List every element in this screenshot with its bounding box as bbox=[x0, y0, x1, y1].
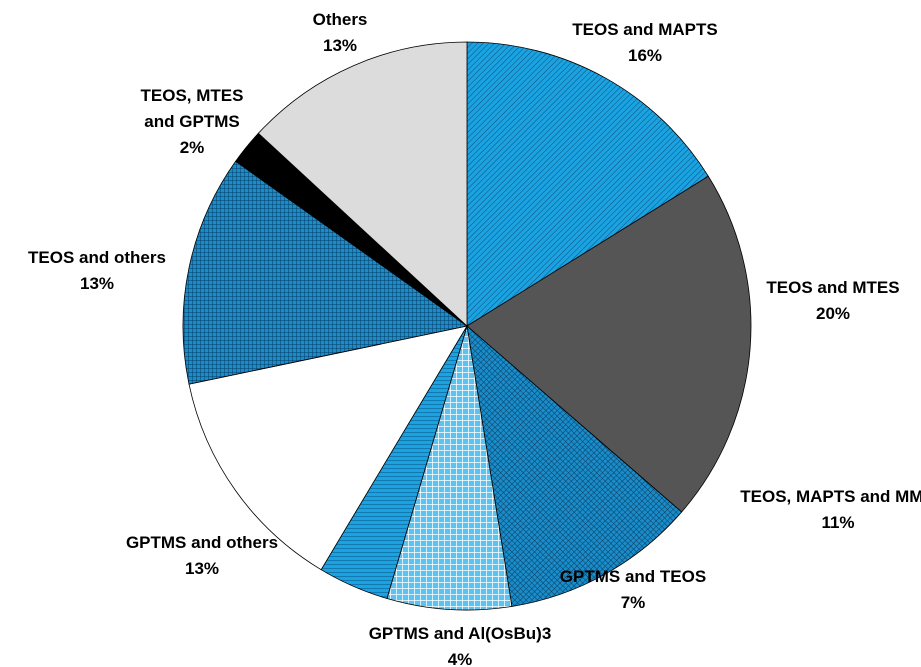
slice-value: 4% bbox=[447, 650, 473, 667]
slice-value: 16% bbox=[627, 46, 663, 65]
slice-name: TEOS and others bbox=[28, 248, 166, 267]
slice-label: TEOS and others 13% bbox=[0, 245, 197, 297]
slice-label: TEOS and MTES 20% bbox=[733, 275, 921, 327]
slice-name: TEOS, MAPTS and MMA bbox=[740, 487, 921, 506]
slice-label: TEOS, MAPTS and MMA 11% bbox=[738, 484, 921, 536]
slice-name: GPTMS and Al(OsBu)3 bbox=[368, 624, 552, 643]
slice-label: GPTMS and Al(OsBu)3 4% bbox=[340, 621, 580, 667]
pie-slice bbox=[466, 324, 683, 607]
slice-value: 11% bbox=[821, 513, 855, 532]
pie-slice bbox=[257, 41, 468, 327]
slice-value: 20% bbox=[815, 304, 851, 323]
slice-label: Others 13% bbox=[280, 7, 400, 59]
slice-label: TEOS and MAPTS 16% bbox=[535, 17, 755, 69]
pie-slice bbox=[466, 41, 709, 327]
slice-value: 7% bbox=[620, 593, 646, 612]
slice-name: GPTMS and others bbox=[125, 533, 279, 552]
slice-label: TEOS, MTES and GPTMS 2% bbox=[132, 83, 252, 161]
slice-value: 13% bbox=[184, 559, 220, 578]
pie-slice bbox=[188, 325, 468, 571]
slice-name: TEOS, MTES and GPTMS bbox=[140, 86, 244, 131]
slice-name: GPTMS and TEOS bbox=[559, 567, 707, 586]
slice-name: TEOS and MAPTS bbox=[572, 20, 718, 39]
slice-label: GPTMS and others 13% bbox=[92, 530, 312, 582]
slice-name: Others bbox=[312, 10, 368, 29]
pie-slice bbox=[182, 160, 468, 385]
slice-label: GPTMS and TEOS 7% bbox=[533, 564, 733, 616]
slice-value: 13% bbox=[322, 36, 358, 55]
slice-value: 13% bbox=[79, 274, 115, 293]
pie-slice bbox=[386, 325, 513, 611]
slice-name: TEOS and MTES bbox=[766, 278, 900, 297]
slice-value: 2% bbox=[179, 138, 205, 157]
pie-slice bbox=[466, 175, 752, 513]
